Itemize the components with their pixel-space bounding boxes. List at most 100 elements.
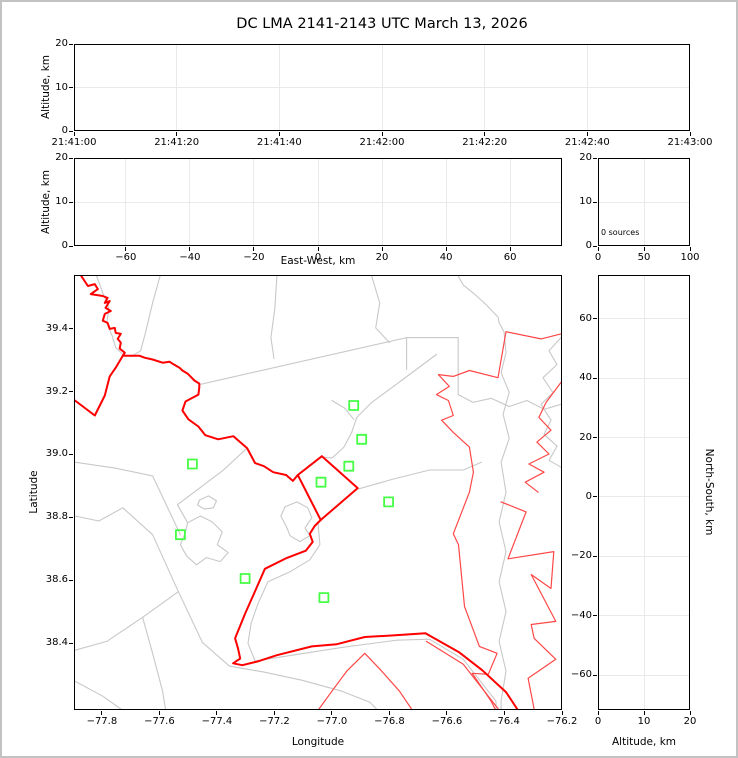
county-boundary-line [457,276,510,709]
tick-mark [689,132,691,136]
tick-mark [69,516,73,518]
tick-label: −20 [243,252,265,263]
lma-station-marker [175,529,186,541]
tick-label: 39.0 [45,448,68,460]
tick-label: −20 [570,550,592,562]
grid-line-horizontal [599,496,689,498]
tick-label: −60 [570,669,592,681]
county-boundary-line [331,399,355,420]
state-boundary-line-thin [500,501,557,709]
tick-mark [388,711,390,715]
tick-mark [381,247,383,251]
county-boundary-line [130,276,161,358]
tick-mark [158,711,160,715]
tick-mark [176,132,178,136]
county-boundary-line [406,337,459,396]
tick-mark [278,132,280,136]
tick-label: 40 [579,372,592,384]
tick-label: 39.4 [45,322,68,334]
tick-mark [317,247,319,251]
tick-mark [593,377,597,379]
panel-altitude-vs-time [74,44,690,131]
tick-label: 10 [637,716,651,727]
tick-mark [593,437,597,439]
lma-station-marker [239,573,251,584]
tick-label: 21:42:40 [564,137,610,148]
county-boundary-line [322,353,437,459]
tick-mark [69,245,73,247]
grid-line-horizontal [599,318,689,320]
tick-label: 21:41:20 [154,137,200,148]
county-boundary-line [357,461,482,490]
lma-station-marker [343,460,355,472]
tick-mark [69,157,73,159]
state-boundary-line [75,354,124,417]
lma-station-marker [348,400,360,411]
state-boundary-line-thin [318,652,413,709]
grid-line-horizontal [75,87,689,88]
tick-label: 21:42:00 [359,137,405,148]
tick-mark [69,87,73,88]
tick-mark [253,247,255,251]
tick-mark [69,328,73,330]
county-boundary-line [75,591,179,651]
grid-line-horizontal [599,615,689,617]
county-boundary-line [179,515,229,566]
tick-mark [689,711,691,715]
tick-mark [597,247,599,251]
tick-label: 39.2 [45,385,68,397]
county-boundary-line [540,337,561,468]
county-boundary-line [457,394,561,410]
tick-mark [561,711,563,715]
tick-label: 21:43:00 [667,137,713,148]
tick-label: 0 [314,252,322,263]
tick-label: 0 [61,125,68,136]
tick-label: 60 [503,252,517,263]
lma-station-marker [356,433,368,445]
tick-label: 10 [55,81,68,93]
state-boundary-line [80,276,299,482]
state-boundary-line-thin [524,381,561,493]
tick-label: 20 [579,431,592,443]
tick-label: 10 [55,196,68,207]
tick-mark [484,132,486,136]
county-boundary-line [197,495,218,510]
tick-label: −60 [115,252,137,263]
x-axis-label-longitude: Longitude [291,736,345,748]
county-boundary-line [75,507,378,709]
tick-label: 20 [55,152,68,163]
county-boundary-line [96,276,124,356]
tick-mark [101,711,103,715]
map-canvas [75,276,561,709]
tick-label: 21:41:40 [256,137,302,148]
tick-mark [643,247,645,251]
county-boundary-line [280,501,313,543]
figure-title: DC LMA 2141-2143 UTC March 13, 2026 [236,16,528,32]
tick-mark [69,43,73,45]
tick-mark [189,247,191,251]
tick-label: 20 [579,152,592,163]
tick-label: −77.4 [201,716,233,727]
tick-mark [593,157,597,159]
y-axis-label-latitude: Latitude [28,470,40,514]
tick-mark [69,201,73,203]
state-boundary-line [296,455,359,521]
panel-plan-view-map [74,275,562,710]
tick-label: 21:42:20 [462,137,508,148]
tick-label: 0 [594,716,602,727]
tick-label: 20 [375,252,389,263]
tick-mark [69,453,73,455]
tick-label: 50 [637,252,651,263]
county-boundary-line [371,276,391,344]
tick-mark [586,132,588,136]
tick-mark [509,247,511,251]
tick-label: 20 [683,716,697,727]
tick-mark [593,555,597,557]
tick-mark [69,391,73,393]
county-boundary-line [247,521,497,709]
tick-label: 100 [680,252,700,263]
tick-label: −77.8 [86,716,118,727]
county-boundary-line [75,680,122,709]
tick-label: −76.4 [489,716,520,727]
